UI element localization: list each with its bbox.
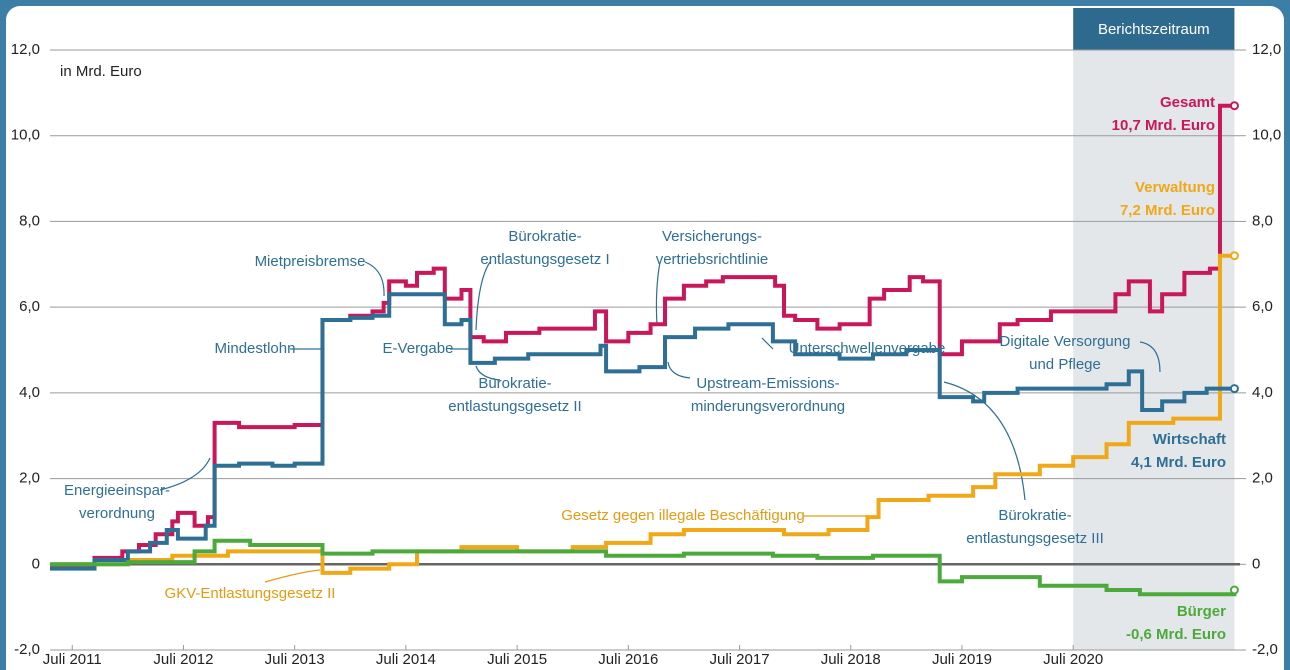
annotation: Upstream-Emissions- — [696, 375, 839, 392]
connector — [264, 569, 321, 583]
x-tick-label: Juli 2013 — [265, 651, 325, 668]
y2-tick-label: 6,0 — [1252, 298, 1273, 315]
series-line — [50, 253, 1235, 575]
end-value-label: 10,7 Mrd. Euro — [1112, 117, 1215, 134]
annotation: Gesetz gegen illegale Beschäftigung — [561, 507, 805, 524]
legend-label: Wirtschaft — [1153, 431, 1226, 448]
annotation: verordnung — [79, 505, 155, 522]
annotation: Versicherungs- — [662, 228, 762, 245]
y-tick-label: 6,0 — [19, 298, 40, 315]
annotation: entlastungsgesetz II — [448, 398, 581, 415]
connector — [655, 261, 661, 326]
x-tick-label: Juli 2012 — [153, 651, 213, 668]
annotation: Mietpreisbremse — [255, 253, 366, 270]
y2-tick-label: 0 — [1252, 555, 1260, 572]
y-tick-label: 12,0 — [11, 41, 40, 58]
y2-tick-label: 4,0 — [1252, 384, 1273, 401]
annotation: entlastungsgesetz I — [480, 251, 609, 268]
y-tick-label: 8,0 — [19, 212, 40, 229]
legend-label: Gesamt — [1160, 94, 1215, 111]
x-tick-label: Juli 2011 — [43, 651, 102, 668]
y2-tick-label: -2,0 — [1252, 641, 1278, 658]
annotation: Bürokratie- — [508, 228, 581, 245]
connector — [761, 337, 774, 350]
x-tick-label: Juli 2020 — [1043, 651, 1103, 668]
series-line — [50, 538, 1237, 597]
end-value-label: 7,2 Mrd. Euro — [1120, 202, 1215, 219]
y-tick-label: 4,0 — [19, 384, 40, 401]
x-tick-label: Juli 2016 — [598, 651, 658, 668]
end-marker — [1229, 251, 1239, 261]
shaded-region-header — [1073, 8, 1235, 50]
x-tick-label: Juli 2018 — [821, 651, 881, 668]
y-tick-label: 2,0 — [19, 470, 40, 487]
y-tick-label: 0 — [32, 555, 40, 572]
end-marker — [1229, 384, 1239, 394]
connector — [667, 361, 691, 379]
y-tick-label: -2,0 — [14, 641, 40, 658]
annotation: Mindestlohn — [215, 340, 296, 357]
y2-tick-label: 10,0 — [1252, 127, 1281, 144]
annotation: E-Vergabe — [383, 340, 454, 357]
annotation: Digitale Versorgung — [1000, 333, 1131, 350]
annotation: GKV-Entlastungsgesetz II — [165, 585, 336, 602]
panel — [6, 6, 1284, 670]
x-tick-label: Juli 2014 — [376, 651, 436, 668]
annotation: Bürokratie- — [998, 507, 1071, 524]
end-marker — [1229, 585, 1239, 595]
connector — [1139, 341, 1161, 373]
end-value-label: 4,1 Mrd. Euro — [1131, 454, 1226, 471]
connector — [475, 261, 491, 331]
y2-tick-label: 12,0 — [1252, 41, 1281, 58]
unit-label: in Mrd. Euro — [60, 63, 142, 80]
annotation: entlastungsgesetz III — [966, 530, 1104, 547]
legend-label: Verwaltung — [1135, 179, 1215, 196]
annotation: minderungsverordnung — [691, 398, 845, 415]
x-tick-label: Juli 2015 — [487, 651, 547, 668]
x-tick-label: Juli 2019 — [932, 651, 992, 668]
shaded-region-label: Berichtszeitraum — [1098, 21, 1210, 38]
legend-label: Bürger — [1177, 603, 1226, 620]
series-line — [50, 292, 1235, 571]
y-tick-label: 10,0 — [11, 127, 40, 144]
connector — [475, 365, 501, 381]
connector — [159, 457, 211, 491]
x-tick-label: Juli 2017 — [710, 651, 770, 668]
connector — [364, 261, 385, 297]
annotation: Energieeinspar- — [64, 482, 170, 499]
end-value-label: -0,6 Mrd. Euro — [1126, 626, 1226, 643]
series-line — [50, 103, 1235, 569]
annotation: Unterschwellenvergabe — [789, 340, 946, 357]
connector — [943, 381, 1026, 501]
annotation: vertriebsrichtlinie — [656, 251, 769, 268]
end-marker — [1229, 101, 1239, 111]
annotation: und Pflege — [1029, 356, 1101, 373]
y2-tick-label: 8,0 — [1252, 212, 1273, 229]
y2-tick-label: 2,0 — [1252, 470, 1273, 487]
annotation: Bürokratie- — [478, 375, 551, 392]
